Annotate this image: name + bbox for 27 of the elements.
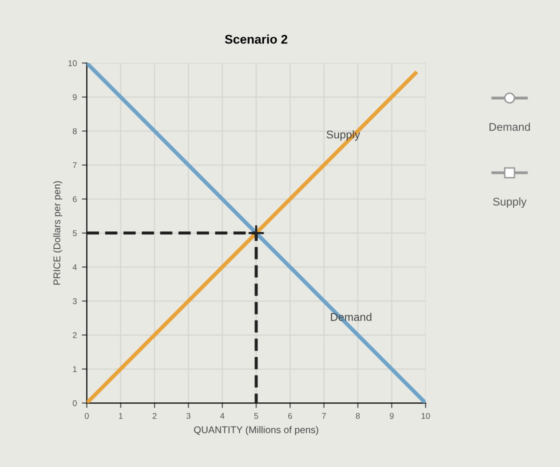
x-tick-label: 7 (322, 413, 326, 419)
y-tick-label: 5 (72, 230, 77, 236)
y-tick-label: 7 (72, 162, 77, 168)
x-tick-label: 5 (254, 413, 258, 419)
y-tick-label: 6 (72, 196, 77, 202)
y-tick-label: 9 (72, 94, 77, 100)
x-tick-label: 10 (422, 412, 430, 419)
text: Supply (493, 197, 527, 208)
x-tick-label: 2 (152, 412, 156, 419)
y-tick-label: 8 (72, 128, 77, 134)
x-tick-label: 6 (288, 412, 292, 419)
y-tick-label: 3 (72, 298, 77, 304)
x-axis-title: QUANTITY (Millions of pens) (194, 426, 318, 436)
x-tick-label: 9 (390, 412, 394, 419)
x-tick-label: 0 (84, 412, 89, 419)
x-tick-label: 1 (119, 413, 123, 419)
y-tick-label: 10 (68, 60, 77, 66)
chart-title: Scenario 2 (224, 34, 288, 44)
y-axis-title: PRICE (Dollars per pen) (53, 181, 62, 285)
x-tick-label: 3 (186, 412, 190, 419)
y-tick-label: 0 (72, 400, 77, 406)
x-tick-label: 8 (356, 412, 360, 419)
x-tick-label: 4 (220, 413, 224, 419)
y-tick-label: 4 (72, 264, 77, 270)
text: Demand (490, 122, 530, 131)
y-tick-label: 2 (72, 332, 77, 338)
y-tick-label: 1 (73, 366, 77, 372)
